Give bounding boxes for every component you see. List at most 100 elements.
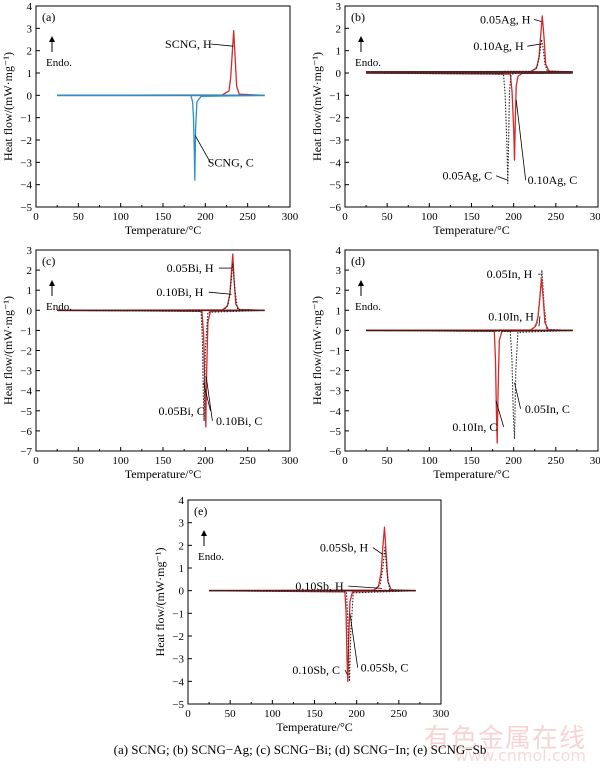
series-line [366, 38, 573, 73]
y-tick-label: 3 [336, 1, 342, 13]
x-tick-label: 200 [348, 708, 365, 720]
y-tick-label: 1 [27, 68, 33, 80]
chart-panel: 0 50 100 150 200 250 300 −5 −4 −3 −2 −1 0 1 2 3 4 Tempera… [1, 1, 299, 237]
y-tick-label: −1 [329, 90, 341, 102]
y-tick-label: 0 [336, 325, 342, 337]
x-tick-label: 50 [73, 455, 85, 467]
series-line [366, 72, 573, 161]
y-tick-label: −5 [20, 406, 32, 418]
chart-panel: 0 50 100 150 200 250 300 −7 −6 −5 −4 −3 −2 −1 0 1 2 3 Temp… [1, 245, 299, 481]
series-annotation: 0.05Sb, C [361, 661, 409, 675]
annotation-leader [533, 19, 542, 23]
y-tick-label: 0 [27, 90, 33, 102]
y-tick-label: 1 [27, 285, 33, 297]
series-annotation: SCNG, H [165, 37, 212, 51]
series-line [366, 329, 573, 440]
y-tick-label: −1 [329, 346, 341, 358]
y-tick-label: −5 [329, 426, 341, 438]
x-tick-label: 200 [197, 211, 214, 223]
y-tick-label: −4 [20, 180, 32, 192]
y-tick-label: 3 [27, 23, 33, 35]
endo-label: Endo. [355, 301, 381, 313]
annotation-leader [515, 99, 527, 181]
annotation-leader [527, 43, 541, 47]
y-axis-label: Heat flow/(mW·mg⁻¹) [153, 548, 167, 657]
y-tick-label: 3 [27, 245, 33, 257]
series-line [57, 309, 265, 428]
series-annotation: SCNG, C [208, 155, 254, 169]
annotation-leader [538, 316, 541, 327]
series-annotation: 0.10In, C [452, 420, 497, 434]
series-annotation: 0.05Bi, H [167, 261, 214, 275]
x-tick-label: 150 [463, 211, 480, 223]
y-tick-label: −4 [172, 676, 184, 688]
series-line [209, 590, 416, 682]
series-annotation: 0.10Bi, C [216, 414, 262, 428]
x-tick-label: 150 [463, 455, 480, 467]
series-annotation: 0.05Sb, H [320, 541, 369, 555]
series-line [57, 29, 265, 96]
y-tick-label: 2 [336, 285, 342, 297]
y-tick-label: −6 [329, 446, 341, 458]
x-axis-label: Temperature/°C [125, 223, 202, 237]
series-annotation: 0.05Ag, C [442, 169, 492, 183]
y-tick-label: −4 [329, 157, 341, 169]
annotation-leader [495, 400, 505, 427]
series-line [209, 547, 416, 592]
endo-label: Endo. [46, 57, 72, 69]
annotation-leader [348, 585, 382, 589]
y-tick-label: −6 [20, 426, 32, 438]
series-line [209, 590, 416, 682]
x-tick-label: 300 [590, 211, 600, 223]
y-tick-label: −6 [329, 202, 341, 214]
y-axis-label: Heat flow/(mW·mg⁻¹) [310, 52, 324, 161]
series-line [57, 309, 265, 422]
x-tick-label: 200 [197, 455, 214, 467]
panel-label: (e) [194, 504, 207, 518]
x-tick-label: 100 [264, 708, 281, 720]
y-tick-label: −3 [329, 386, 341, 398]
x-tick-label: 300 [282, 455, 299, 467]
x-axis-label: Temperature/°C [125, 467, 202, 481]
endo-arrowhead-icon [358, 36, 364, 42]
x-tick-label: 0 [342, 211, 348, 223]
y-tick-label: 2 [27, 46, 33, 58]
endo-label: Endo. [355, 57, 381, 69]
chart-panel: 0 50 100 150 200 250 300 −5 −4 −3 −2 −1 0 1 2 3 4 Tempera… [153, 495, 450, 734]
y-tick-label: −2 [329, 366, 341, 378]
series-annotation: 0.10In, H [488, 309, 534, 323]
x-tick-label: 300 [282, 211, 299, 223]
x-tick-label: 100 [421, 211, 438, 223]
y-tick-label: −5 [172, 699, 184, 711]
series-annotation: 0.05Ag, H [480, 12, 531, 26]
x-tick-label: 250 [548, 211, 565, 223]
x-tick-label: 0 [342, 455, 348, 467]
series-annotation: 0.05Bi, C [158, 404, 204, 418]
y-tick-label: −7 [20, 446, 32, 458]
series-line [366, 277, 573, 332]
panel-label: (c) [42, 254, 55, 268]
y-tick-label: 3 [179, 518, 185, 530]
endo-arrowhead-icon [49, 280, 55, 286]
annotation-leader [210, 43, 234, 47]
series-annotation: 0.05In, H [487, 267, 533, 281]
annotation-leader [349, 613, 359, 668]
y-tick-label: 2 [336, 23, 342, 35]
y-tick-label: −3 [20, 157, 32, 169]
annotation-leader [344, 669, 348, 675]
y-tick-label: 3 [336, 265, 342, 277]
y-tick-label: −1 [172, 608, 184, 620]
y-tick-label: 1 [179, 563, 185, 575]
y-axis-label: Heat flow/(mW·mg⁻¹) [1, 52, 15, 161]
annotation-leader [495, 175, 508, 181]
x-tick-label: 50 [382, 455, 394, 467]
y-tick-label: −4 [329, 406, 341, 418]
y-tick-label: 0 [27, 305, 33, 317]
y-tick-label: −2 [329, 113, 341, 125]
series-annotation: 0.10Ag, H [473, 39, 524, 53]
x-tick-label: 0 [33, 455, 39, 467]
y-tick-label: −1 [20, 113, 32, 125]
series-annotation: 0.10Sb, C [292, 663, 340, 677]
series-annotation: 0.10Ag, C [528, 173, 578, 187]
